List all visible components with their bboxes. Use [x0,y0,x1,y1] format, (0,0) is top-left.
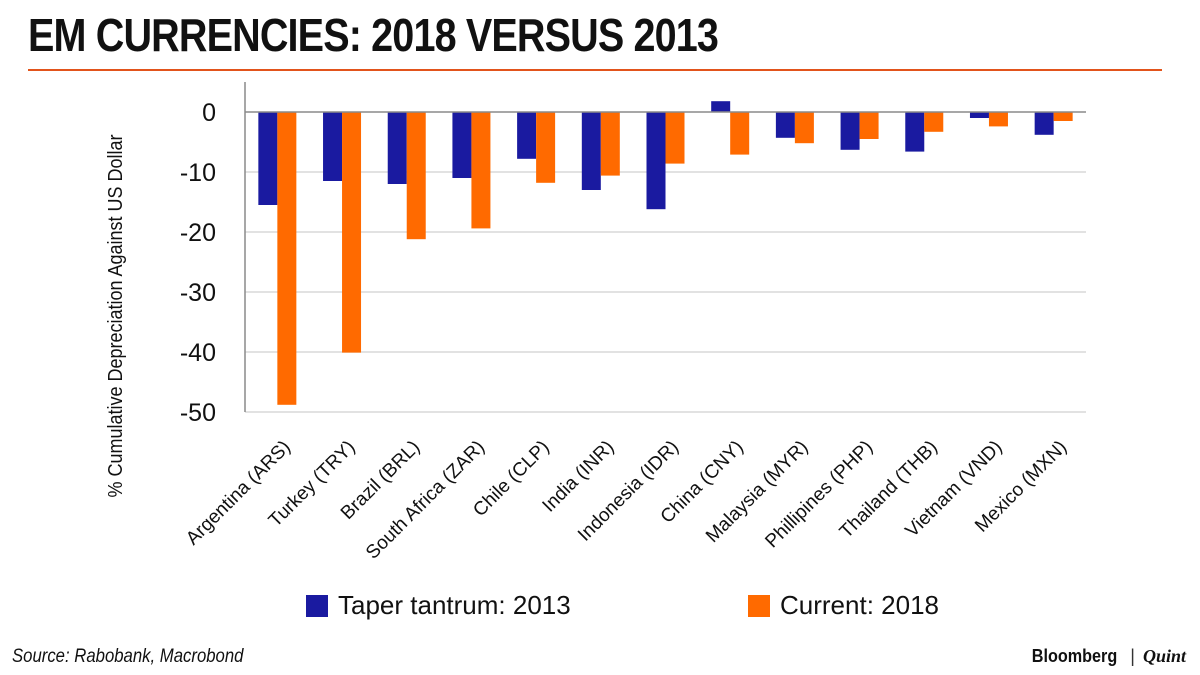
bar-chart: 0 -10 -20 -30 -40 -50 % Cumulative Depreciatio… [105,82,1086,564]
bar-2018 [600,112,620,176]
x-tick-label: South Africa (ZAR) [362,437,489,564]
legend-label-2018: Current: 2018 [780,590,939,620]
y-axis-title: % Cumulative Depreciation Against US Dol… [105,134,127,498]
legend-item-2013: Taper tantrum: 2013 [306,590,571,621]
bar-2013 [387,112,407,184]
y-tick-label: -40 [180,339,216,367]
y-tick-label: -50 [180,399,216,427]
bar-2013 [969,112,989,118]
bar-2013 [1034,112,1054,135]
bar-2018 [988,112,1008,127]
bar-2013 [905,112,925,152]
bar-2013 [517,112,537,159]
legend-item-2018: Current: 2018 [748,590,939,621]
brand-partner: Quint [1142,646,1186,666]
bar-2018 [859,112,879,139]
legend-swatch-2013 [306,594,328,617]
chart-title: EM CURRENCIES: 2018 VERSUS 2013 [28,9,719,61]
bar-2018 [342,112,362,353]
x-tick-label: Phillipines (PHP) [761,437,877,553]
bar-2018 [730,112,750,155]
x-tick-label: Argentina (ARS) [182,437,295,550]
bar-2018 [924,112,944,132]
bar-2018 [665,112,685,164]
bar-2013 [581,112,601,190]
bar-2018 [1053,112,1073,121]
bar-2013 [258,112,278,205]
legend-label-2013: Taper tantrum: 2013 [338,590,571,620]
source-note: Source: Rabobank, Macrobond [12,646,244,667]
bar-2013 [323,112,343,181]
y-tick-label: 0 [202,99,216,127]
bar-2018 [794,112,814,144]
brand-separator: | [1130,646,1135,666]
bar-2013 [840,112,860,150]
bar-2013 [775,112,795,138]
bar-2018 [277,112,297,405]
title-rule [28,69,1162,71]
bar-2018 [406,112,426,240]
y-tick-label: -10 [180,159,216,187]
brand-logo: Bloomberg | Quint [1027,646,1186,667]
legend-swatch-2018 [748,594,770,617]
y-tick-label: -20 [180,219,216,247]
bar-2018 [471,112,491,229]
brand-name: Bloomberg [1032,646,1118,666]
bar-2013 [711,101,731,112]
bar-2013 [646,112,666,210]
bar-2013 [452,112,472,178]
y-tick-label: -30 [180,279,216,307]
bar-2018 [536,112,556,183]
